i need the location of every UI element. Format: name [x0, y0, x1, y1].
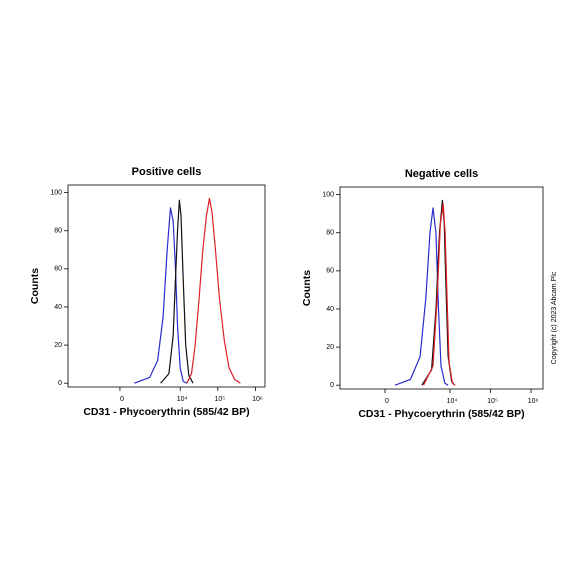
y-tick-label: 60 [326, 268, 334, 275]
x-tick-label: 0 [120, 396, 124, 403]
y-tick-label: 80 [326, 230, 334, 237]
y-tick-label: 40 [54, 304, 62, 311]
y-axis-label: Counts [29, 268, 41, 304]
copyright: Copyright (c) 2023 Abcam Plc [551, 271, 558, 364]
x-tick-label: 10⁶ [252, 396, 263, 403]
y-tick-label: 60 [54, 266, 62, 273]
y-tick-label: 20 [54, 342, 62, 349]
x-tick-label: 10⁴ [447, 398, 458, 405]
x-tick-label: 0 [385, 398, 389, 405]
plot-frame [67, 184, 266, 388]
chart-title: Positive cells [132, 166, 202, 178]
x-tick-label: 10⁴ [177, 396, 188, 403]
y-tick-label: 0 [58, 380, 62, 387]
histogram-line [160, 199, 194, 384]
x-tick-label: 10⁵ [487, 398, 498, 405]
y-tick-label: 100 [322, 191, 334, 198]
histogram-line [186, 197, 241, 384]
y-tick-label: 100 [50, 189, 62, 196]
y-tick-label: 80 [54, 228, 62, 235]
histogram-line [394, 207, 449, 386]
x-axis-label: CD31 - Phycoerythrin (585/42 BP) [358, 408, 524, 420]
y-tick-label: 20 [326, 344, 334, 351]
histogram-line [134, 207, 188, 384]
y-tick-label: 0 [330, 382, 334, 389]
x-tick-label: 10⁶ [528, 398, 539, 405]
x-tick-label: 10⁵ [214, 396, 225, 403]
y-tick-label: 40 [326, 306, 334, 313]
chart-title: Negative cells [405, 168, 478, 180]
y-axis-label: Counts [301, 270, 313, 306]
plot-frame [339, 186, 544, 390]
x-axis-label: CD31 - Phycoerythrin (585/42 BP) [83, 406, 249, 418]
histogram-line [422, 203, 456, 386]
